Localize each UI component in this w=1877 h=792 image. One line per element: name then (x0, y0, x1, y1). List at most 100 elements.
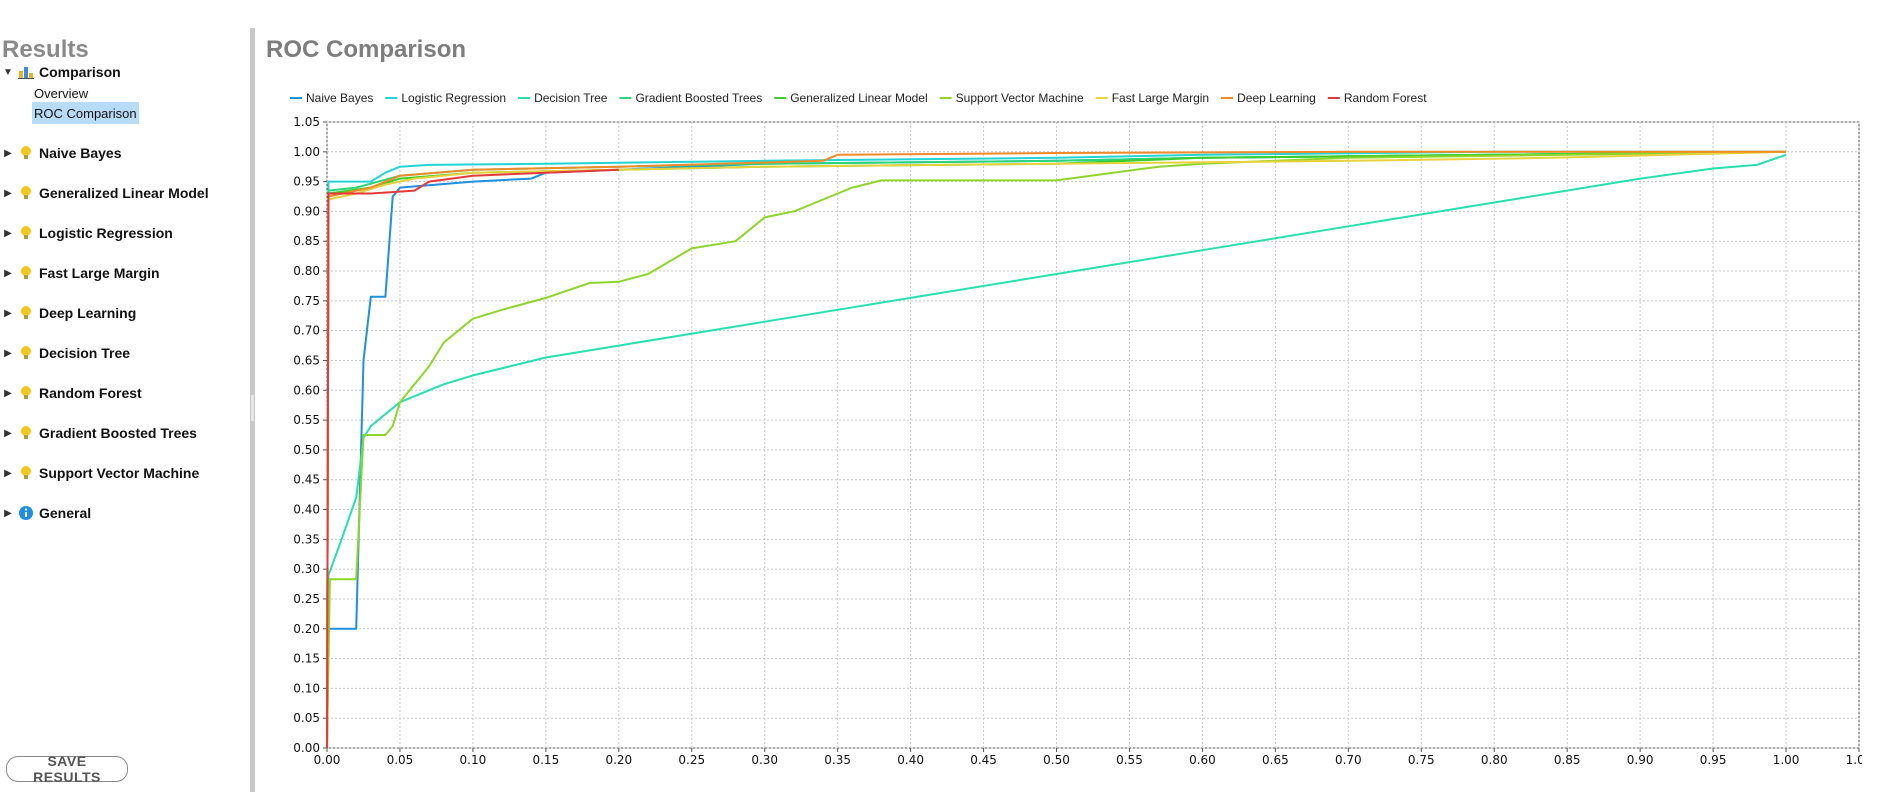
expand-right-icon[interactable]: ▶ (4, 147, 12, 159)
y-tick-label: 0.45 (293, 473, 320, 487)
chart-axes: 0.00 0.05 0.10 0.15 0.20 0.25 0.30 0.35 0.40 0.45… (293, 115, 1862, 767)
results-sidebar: Results ▼ Comparison Overview ROC Compar… (0, 0, 250, 792)
expand-down-icon[interactable]: ▼ (3, 66, 13, 78)
splitter-handle[interactable] (251, 395, 254, 421)
x-tick-label: 0.60 (1189, 753, 1216, 767)
x-tick-label: 0.00 (314, 753, 341, 767)
legend-label: Naive Bayes (306, 91, 373, 105)
legend-label: Support Vector Machine (956, 91, 1084, 105)
tree-node-support-vector-machine[interactable]: ▶ Support Vector Machine (0, 461, 250, 485)
y-tick-label: 0.25 (293, 592, 320, 606)
y-tick-label: 1.00 (293, 145, 320, 159)
y-tick-label: 0.80 (293, 264, 320, 278)
roc-chart: Naive Bayes Logistic Regression Decision T… (290, 91, 1862, 767)
tree-node-label: Fast Large Margin (39, 265, 160, 281)
tree-node-label: Naive Bayes (39, 145, 122, 161)
x-tick-label: 0.30 (751, 753, 778, 767)
expand-right-icon[interactable]: ▶ (4, 387, 12, 399)
lightbulb-icon (17, 424, 35, 442)
main-panel: ROC Comparison (262, 0, 1877, 792)
tree-node-random-forest[interactable]: ▶ Random Forest (0, 381, 250, 405)
lightbulb-icon (17, 264, 35, 282)
x-tick-label: 0.50 (1043, 753, 1070, 767)
tree-node-general[interactable]: ▶ General (0, 501, 250, 525)
tree-node-label: Generalized Linear Model (39, 185, 209, 201)
x-tick-label: 0.15 (532, 753, 559, 767)
y-tick-label: 1.05 (293, 115, 320, 129)
tree-node-fast-large-margin[interactable]: ▶ Fast Large Margin (0, 261, 250, 285)
legend-label: Logistic Regression (401, 91, 506, 105)
expand-right-icon[interactable]: ▶ (4, 267, 12, 279)
tree-node-label: Support Vector Machine (39, 465, 200, 481)
series-line-support-vector-machine (326, 150, 1787, 749)
series-line-decision-tree (326, 153, 1787, 749)
tree-node-label: Deep Learning (39, 305, 137, 321)
x-tick-label: 1.00 (1773, 753, 1800, 767)
tree-node-comparison[interactable]: ▼ Comparison (0, 60, 250, 84)
expand-right-icon[interactable]: ▶ (4, 227, 12, 239)
lightbulb-icon (17, 464, 35, 482)
lightbulb-icon (17, 144, 35, 162)
tree-node-label: Decision Tree (39, 345, 131, 361)
y-tick-label: 0.35 (293, 532, 320, 546)
x-tick-label: 0.20 (605, 753, 632, 767)
y-tick-label: 0.90 (293, 204, 320, 218)
y-tick-label: 0.65 (293, 353, 320, 367)
tree-node-logistic-regression[interactable]: ▶ Logistic Regression (0, 221, 250, 245)
plot-area (326, 121, 1860, 749)
y-tick-label: 0.75 (293, 294, 320, 308)
tree-node-deep-learning[interactable]: ▶ Deep Learning (0, 301, 250, 325)
expand-right-icon[interactable]: ▶ (4, 507, 12, 519)
y-tick-label: 0.95 (293, 175, 320, 189)
x-tick-label: 0.75 (1408, 753, 1435, 767)
tree-node-label: Comparison (39, 64, 121, 80)
tree-node-label: Logistic Regression (39, 225, 173, 241)
save-results-button[interactable]: SAVE RESULTS (6, 753, 128, 785)
lightbulb-icon (17, 184, 35, 202)
legend-label: Generalized Linear Model (790, 91, 927, 105)
x-tick-label: 1.05 (1846, 753, 1862, 767)
x-tick-label: 0.55 (1116, 753, 1143, 767)
lightbulb-icon (17, 224, 35, 242)
y-tick-label: 0.70 (293, 324, 320, 338)
x-tick-label: 0.80 (1481, 753, 1508, 767)
expand-right-icon[interactable]: ▶ (4, 307, 12, 319)
x-tick-label: 0.65 (1262, 753, 1289, 767)
x-tick-label: 0.45 (970, 753, 997, 767)
legend-label: Gradient Boosted Trees (635, 91, 762, 105)
tree-item-roc-comparison[interactable]: ROC Comparison (32, 102, 139, 124)
x-tick-label: 0.90 (1627, 753, 1654, 767)
tree-node-naive-bayes[interactable]: ▶ Naive Bayes (0, 141, 250, 165)
chart-legend: Naive Bayes Logistic Regression Decision T… (290, 91, 1427, 105)
chart-series (326, 150, 1787, 749)
tree-node-label: Random Forest (39, 385, 142, 401)
expand-right-icon[interactable]: ▶ (4, 427, 12, 439)
legend-label: Deep Learning (1237, 91, 1316, 105)
tree-node-label: Gradient Boosted Trees (39, 425, 197, 441)
y-tick-label: 0.55 (293, 413, 320, 427)
expand-right-icon[interactable]: ▶ (4, 467, 12, 479)
legend-label: Fast Large Margin (1112, 91, 1209, 105)
y-tick-label: 0.15 (293, 652, 320, 666)
info-icon (17, 504, 35, 522)
expand-right-icon[interactable]: ▶ (4, 187, 12, 199)
tree-node-decision-tree[interactable]: ▶ Decision Tree (0, 341, 250, 365)
tree-item-overview[interactable]: Overview (34, 85, 89, 101)
x-tick-label: 0.70 (1335, 753, 1362, 767)
lightbulb-icon (17, 304, 35, 322)
y-tick-label: 0.40 (293, 503, 320, 517)
y-tick-label: 0.60 (293, 383, 320, 397)
legend-label: Decision Tree (534, 91, 608, 105)
y-tick-label: 0.10 (293, 681, 320, 695)
y-tick-label: 0.00 (293, 741, 320, 755)
lightbulb-icon (17, 344, 35, 362)
y-tick-label: 0.85 (293, 234, 320, 248)
expand-right-icon[interactable]: ▶ (4, 347, 12, 359)
tree-node-generalized-linear-model[interactable]: ▶ Generalized Linear Model (0, 181, 250, 205)
lightbulb-icon (17, 384, 35, 402)
x-tick-label: 0.40 (897, 753, 924, 767)
tree-node-gradient-boosted-trees[interactable]: ▶ Gradient Boosted Trees (0, 421, 250, 445)
x-tick-label: 0.10 (460, 753, 487, 767)
page-title: ROC Comparison (266, 36, 467, 63)
x-tick-label: 0.25 (678, 753, 705, 767)
